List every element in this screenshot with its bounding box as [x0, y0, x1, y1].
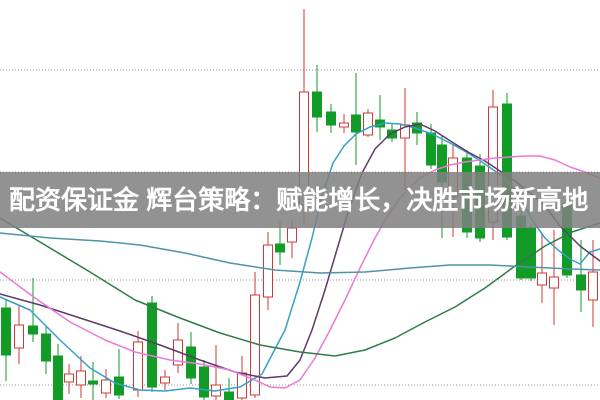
candle-body-up — [101, 379, 111, 394]
candle-body-down — [326, 111, 336, 126]
candle-body-up — [64, 373, 74, 383]
candle-body-up — [287, 227, 297, 243]
candle-body-up — [588, 271, 598, 301]
candle-body-down — [387, 129, 397, 139]
candle-body-up — [76, 370, 86, 386]
candle-body-down — [28, 325, 38, 335]
candle-body-down — [275, 243, 285, 253]
candle-body-up — [339, 122, 349, 128]
candle-body-up — [133, 341, 143, 391]
candle-body-up — [14, 324, 24, 349]
candle-body-down — [576, 274, 586, 291]
candle-body-down — [1, 307, 11, 356]
candle-body-down — [502, 103, 512, 238]
headline-banner: 配资保证金 辉台策略：赋能增长，决胜市场新高地 — [0, 172, 600, 228]
candle-body-down — [426, 132, 436, 166]
candle-body-down — [53, 355, 63, 400]
candle-body-down — [88, 380, 98, 385]
ma60-steelteal — [0, 232, 600, 274]
candle-body-down — [312, 91, 322, 118]
ma20-magenta — [0, 155, 600, 389]
candle-body-up — [549, 276, 559, 289]
candle-body-up — [160, 376, 170, 384]
candle-body-down — [351, 114, 361, 133]
headline-text: 配资保证金 辉台策略：赋能增长，决胜市场新高地 — [9, 185, 589, 215]
candle-body-down — [147, 302, 157, 388]
ma30-darkgreen — [0, 217, 600, 357]
candle-body-up — [537, 272, 547, 286]
candle-body-up — [363, 112, 373, 136]
candle-body-down — [224, 391, 234, 400]
candle-body-down — [114, 376, 124, 396]
candle-body-down — [41, 333, 51, 362]
candle-body-down — [199, 366, 209, 398]
candle-body-up — [263, 244, 273, 298]
